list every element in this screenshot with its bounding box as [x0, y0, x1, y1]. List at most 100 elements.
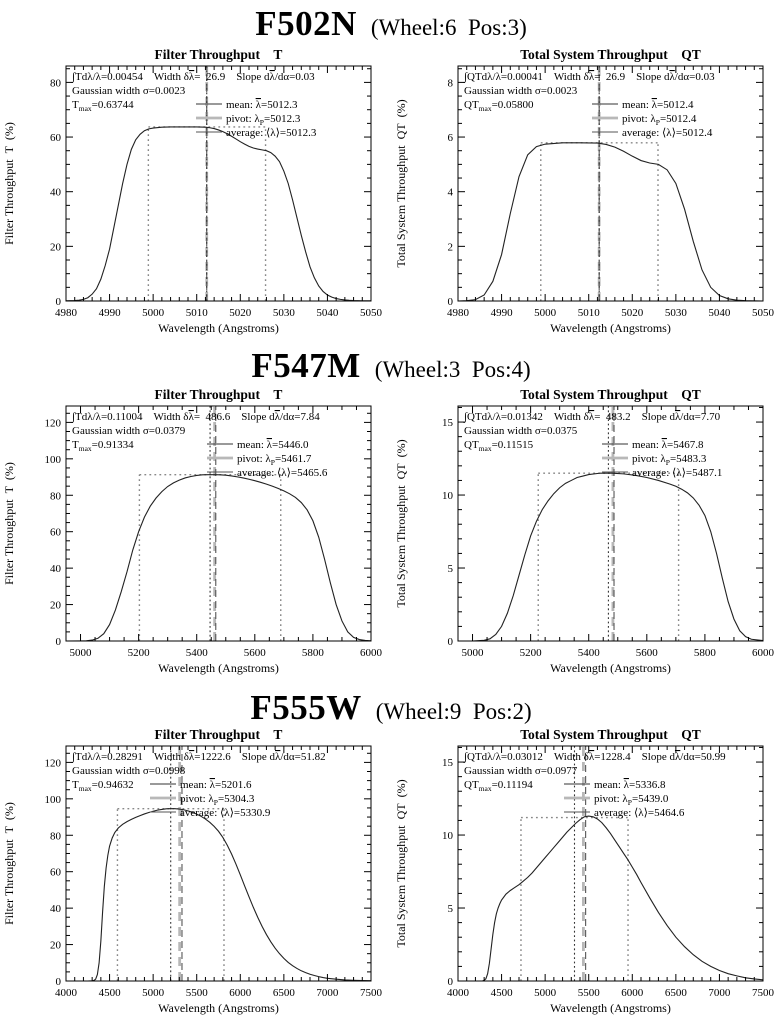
plot-frame [457, 405, 764, 642]
x-axis-label: Wavelength (Angstroms) [158, 321, 279, 335]
y-axis-label: Filter Throughput T (%) [2, 802, 16, 925]
y-tick-label: 60 [50, 527, 62, 539]
plot-f502n-filter-throughput: Filter Throughput T 4980 4990 5000 5010 5020 5… [0, 46, 390, 342]
x-tick-label: 4500 [99, 987, 122, 999]
y-tick-label: 15 [442, 757, 454, 769]
x-tick-label: 6000 [621, 987, 644, 999]
filter-name: F555W [250, 688, 362, 727]
x-tick-label: 5000 [534, 987, 557, 999]
x-tick-label: 5040 [316, 307, 339, 319]
x-tick-label: 5800 [694, 647, 717, 659]
y-tick-label: 120 [45, 417, 62, 429]
legend-entry: average: ⟨λ⟩=5487.1 [632, 467, 722, 479]
filter-name: F502N [255, 4, 357, 43]
f502n-total-system-throughput-svg: Total System Throughput QT 4980 4990 5000 50… [394, 47, 775, 335]
wheel-position: (Wheel:6 Pos:3) [370, 15, 527, 40]
x-tick-label: 7000 [708, 987, 731, 999]
x-tick-label: 5600 [636, 647, 659, 659]
plot-title: Total System Throughput QT [520, 727, 701, 742]
plot-frame [457, 65, 764, 302]
x-tick-label: 4980 [55, 307, 78, 319]
x-tick-label: 6500 [273, 987, 296, 999]
peak-throughput-annotation: QTmax=0.11515 [464, 439, 534, 453]
integral-width-slope-annotation: ∫Tdλ/λ=0.11004 Width δλ= 486.6 Slope dλ/… [71, 411, 320, 423]
x-tick-label: 4980 [447, 307, 470, 319]
y-tick-label: 20 [50, 940, 62, 952]
x-tick-label: 4990 [491, 307, 514, 319]
legend-entry: pivot: λP=5012.3 [226, 113, 301, 127]
legend-entry: average: ⟨λ⟩=5330.9 [180, 807, 271, 819]
x-tick-label: 5200 [128, 647, 151, 659]
y-axis-label: Filter Throughput T (%) [2, 462, 16, 585]
x-tick-label: 4990 [99, 307, 122, 319]
gaussian-width-annotation: Gaussian width σ=0.0977 [464, 765, 578, 777]
legend-entry: pivot: λP=5304.3 [180, 793, 255, 807]
legend-entry: mean: λ=5012.4 [622, 99, 694, 111]
x-tick-label: 5000 [462, 647, 485, 659]
plot-f555w-total-system-throughput: Total System Throughput QT 4000 4500 5000 55… [392, 726, 782, 1022]
x-tick-label: 6000 [229, 987, 252, 999]
y-tick-label: 100 [45, 794, 62, 806]
y-tick-label: 20 [50, 241, 62, 253]
throughput-curve [458, 815, 764, 982]
x-tick-label: 5020 [229, 307, 252, 319]
x-tick-label: 6500 [665, 987, 688, 999]
x-tick-label: 7000 [316, 987, 339, 999]
legend-entry: mean: λ=5201.6 [180, 779, 252, 791]
y-tick-label: 40 [50, 903, 62, 915]
x-tick-label: 5020 [621, 307, 644, 319]
x-tick-label: 5500 [186, 987, 209, 999]
integral-width-slope-annotation: ∫QTdλ/λ=0.00041 Width δλ= 26.9 Slope dλ/… [463, 71, 715, 83]
y-tick-label: 80 [50, 77, 62, 89]
y-tick-label: 8 [448, 77, 454, 89]
x-tick-label: 4000 [55, 987, 78, 999]
y-tick-label: 15 [442, 417, 454, 429]
x-tick-label: 5000 [142, 307, 165, 319]
y-tick-label: 0 [56, 296, 62, 308]
plot-title: Filter Throughput T [155, 727, 283, 742]
plot-title: Total System Throughput QT [520, 47, 701, 62]
x-tick-label: 5010 [186, 307, 209, 319]
y-tick-label: 5 [448, 563, 454, 575]
x-tick-label: 7500 [752, 987, 775, 999]
plot-frame [65, 745, 372, 982]
y-tick-label: 100 [45, 454, 62, 466]
legend-entry: mean: λ=5446.0 [237, 439, 309, 451]
x-tick-label: 5010 [578, 307, 601, 319]
y-tick-label: 0 [448, 636, 454, 648]
y-tick-label: 2 [448, 241, 454, 253]
y-tick-label: 20 [50, 600, 62, 612]
plot-f547m-filter-throughput: Filter Throughput T 5000 5200 5400 5600 5800 6… [0, 386, 390, 682]
x-axis-label: Wavelength (Angstroms) [550, 321, 671, 335]
x-tick-label: 5500 [578, 987, 601, 999]
gaussian-width-annotation: Gaussian width σ=0.0023 [72, 85, 186, 97]
y-tick-label: 0 [448, 976, 454, 988]
x-tick-label: 5000 [70, 647, 93, 659]
x-tick-label: 5400 [578, 647, 601, 659]
y-tick-label: 0 [56, 636, 62, 648]
f547m-filter-throughput-svg: Filter Throughput T 5000 5200 5400 5600 5800 6… [2, 387, 383, 675]
plot-f547m-total-system-throughput: Total System Throughput QT 5000 5200 5400 56… [392, 386, 782, 682]
gaussian-width-annotation: Gaussian width σ=0.0023 [464, 85, 578, 97]
y-tick-label: 10 [442, 830, 454, 842]
x-tick-label: 5800 [302, 647, 325, 659]
filter-header-2: F547M (Wheel:3 Pos:4) [0, 346, 782, 386]
integral-width-slope-annotation: ∫Tdλ/λ=0.00454 Width δλ= 26.9 Slope dλ/d… [71, 71, 315, 83]
legend-entry: average: ⟨λ⟩=5465.6 [237, 467, 328, 479]
x-tick-label: 6000 [752, 647, 775, 659]
legend-entry: average: ⟨λ⟩=5464.6 [594, 807, 685, 819]
x-axis-label: Wavelength (Angstroms) [158, 661, 279, 675]
x-tick-label: 5400 [186, 647, 209, 659]
x-tick-label: 6000 [360, 647, 383, 659]
x-tick-label: 5000 [534, 307, 557, 319]
y-tick-label: 4 [448, 187, 454, 199]
plot-frame [457, 745, 764, 982]
peak-throughput-annotation: Tmax=0.94632 [72, 779, 134, 793]
y-axis-label: Total System Throughput QT (%) [394, 779, 408, 947]
y-tick-label: 80 [50, 830, 62, 842]
plot-title: Filter Throughput T [155, 47, 283, 62]
filter-header-3: F555W (Wheel:9 Pos:2) [0, 688, 782, 728]
x-tick-label: 5050 [752, 307, 775, 319]
